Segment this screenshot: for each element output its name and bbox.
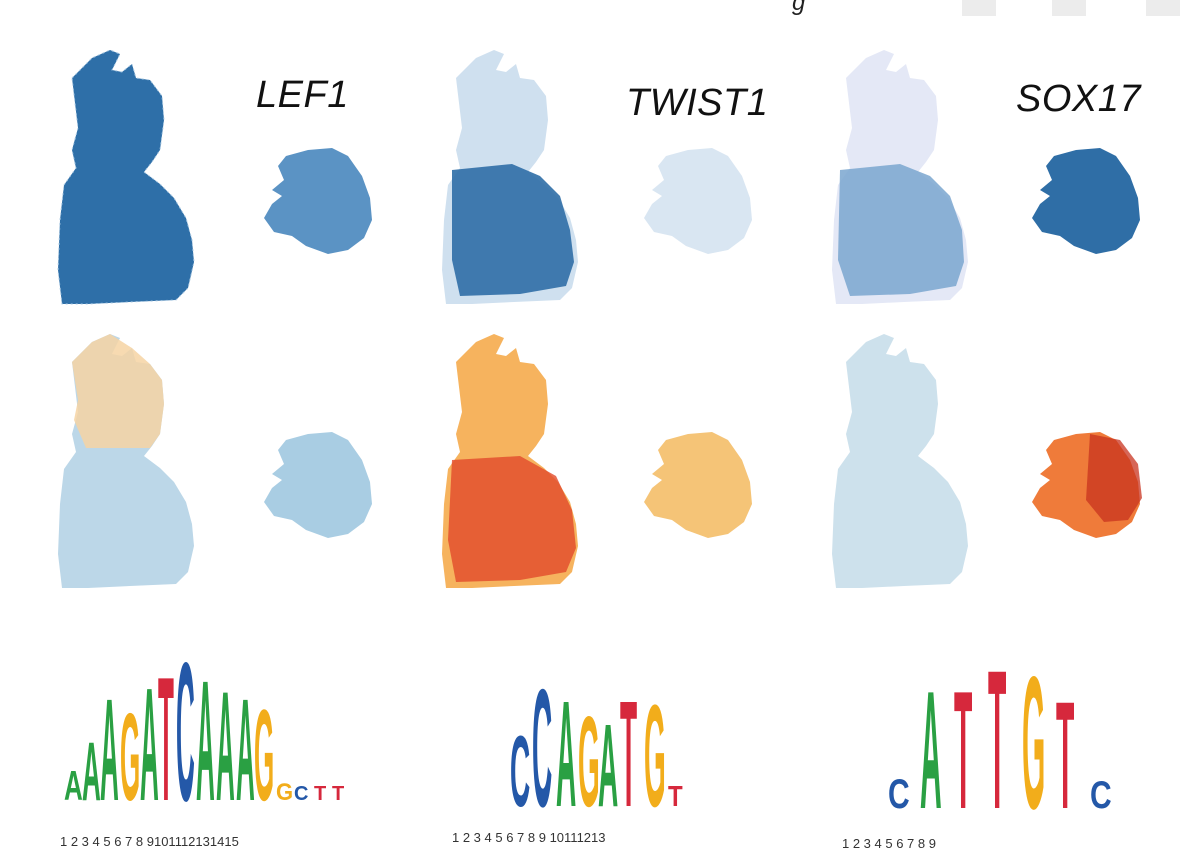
logo-letter: A [140,655,159,835]
logo-letter: A [598,701,618,832]
logo-letter: G [578,690,600,834]
activity-map-twist1 [442,334,752,588]
logo-letter: C [532,654,552,842]
logo-letter: T [668,780,683,813]
logo-letter: A [556,671,576,839]
sequence-logo-sox17: C A T T G T C [888,630,1112,851]
logo-letter: A [216,659,235,833]
logo-letter: C [888,770,910,817]
gene-title-lef1: LEF1 [256,74,349,116]
logo-letter: G [644,675,666,837]
logo-letter: C [510,715,530,828]
logo-letter: G [276,778,293,805]
gene-title-twist1: TWIST1 [626,82,769,124]
logo-letter: T [314,783,326,805]
corner-decoration [1052,0,1086,16]
corner-decoration [962,0,996,16]
logo-letter: T [620,671,637,839]
logo-letter: G [254,682,274,828]
logo-letter: A [82,726,101,819]
logo-letter: T [954,656,972,844]
logo-letter: A [64,764,83,810]
logo-letter: C [1090,774,1112,817]
logo-letter: G [120,688,140,828]
logo-positions-lef1: 1 2 3 4 5 6 7 8 9101112131415 [60,834,239,849]
logo-letter: T [988,630,1006,851]
logo-letter: T [332,783,344,805]
expression-map-lef1 [57,49,372,305]
logo-letter: T [158,640,174,837]
corner-decoration [1146,0,1180,16]
sequence-logo-twist1: C C A G A T G T [510,654,683,842]
logo-letter: A [100,669,119,832]
logo-letter: A [196,646,215,838]
logo-letter: A [920,656,942,844]
gene-title-sox17: SOX17 [1016,78,1142,120]
logo-letter: C [294,783,308,805]
clipped-caption: g [792,0,806,16]
activity-map-sox17 [832,334,1142,588]
expression-map-sox17 [832,50,1140,304]
logo-letter: C [176,621,195,843]
logo-positions-twist1: 1 2 3 4 5 6 7 8 9 10111213 [452,830,606,845]
logo-letter: T [1056,671,1074,842]
logo-letter: A [236,669,255,832]
logo-letter: G [1022,638,1045,849]
logo-positions-sox17: 1 2 3 4 5 6 7 8 9 [842,836,936,851]
activity-map-lef1 [58,334,372,588]
sequence-logo-lef1: A A A G A T C A A A G G C T T [64,621,344,843]
expression-map-twist1 [442,50,752,304]
